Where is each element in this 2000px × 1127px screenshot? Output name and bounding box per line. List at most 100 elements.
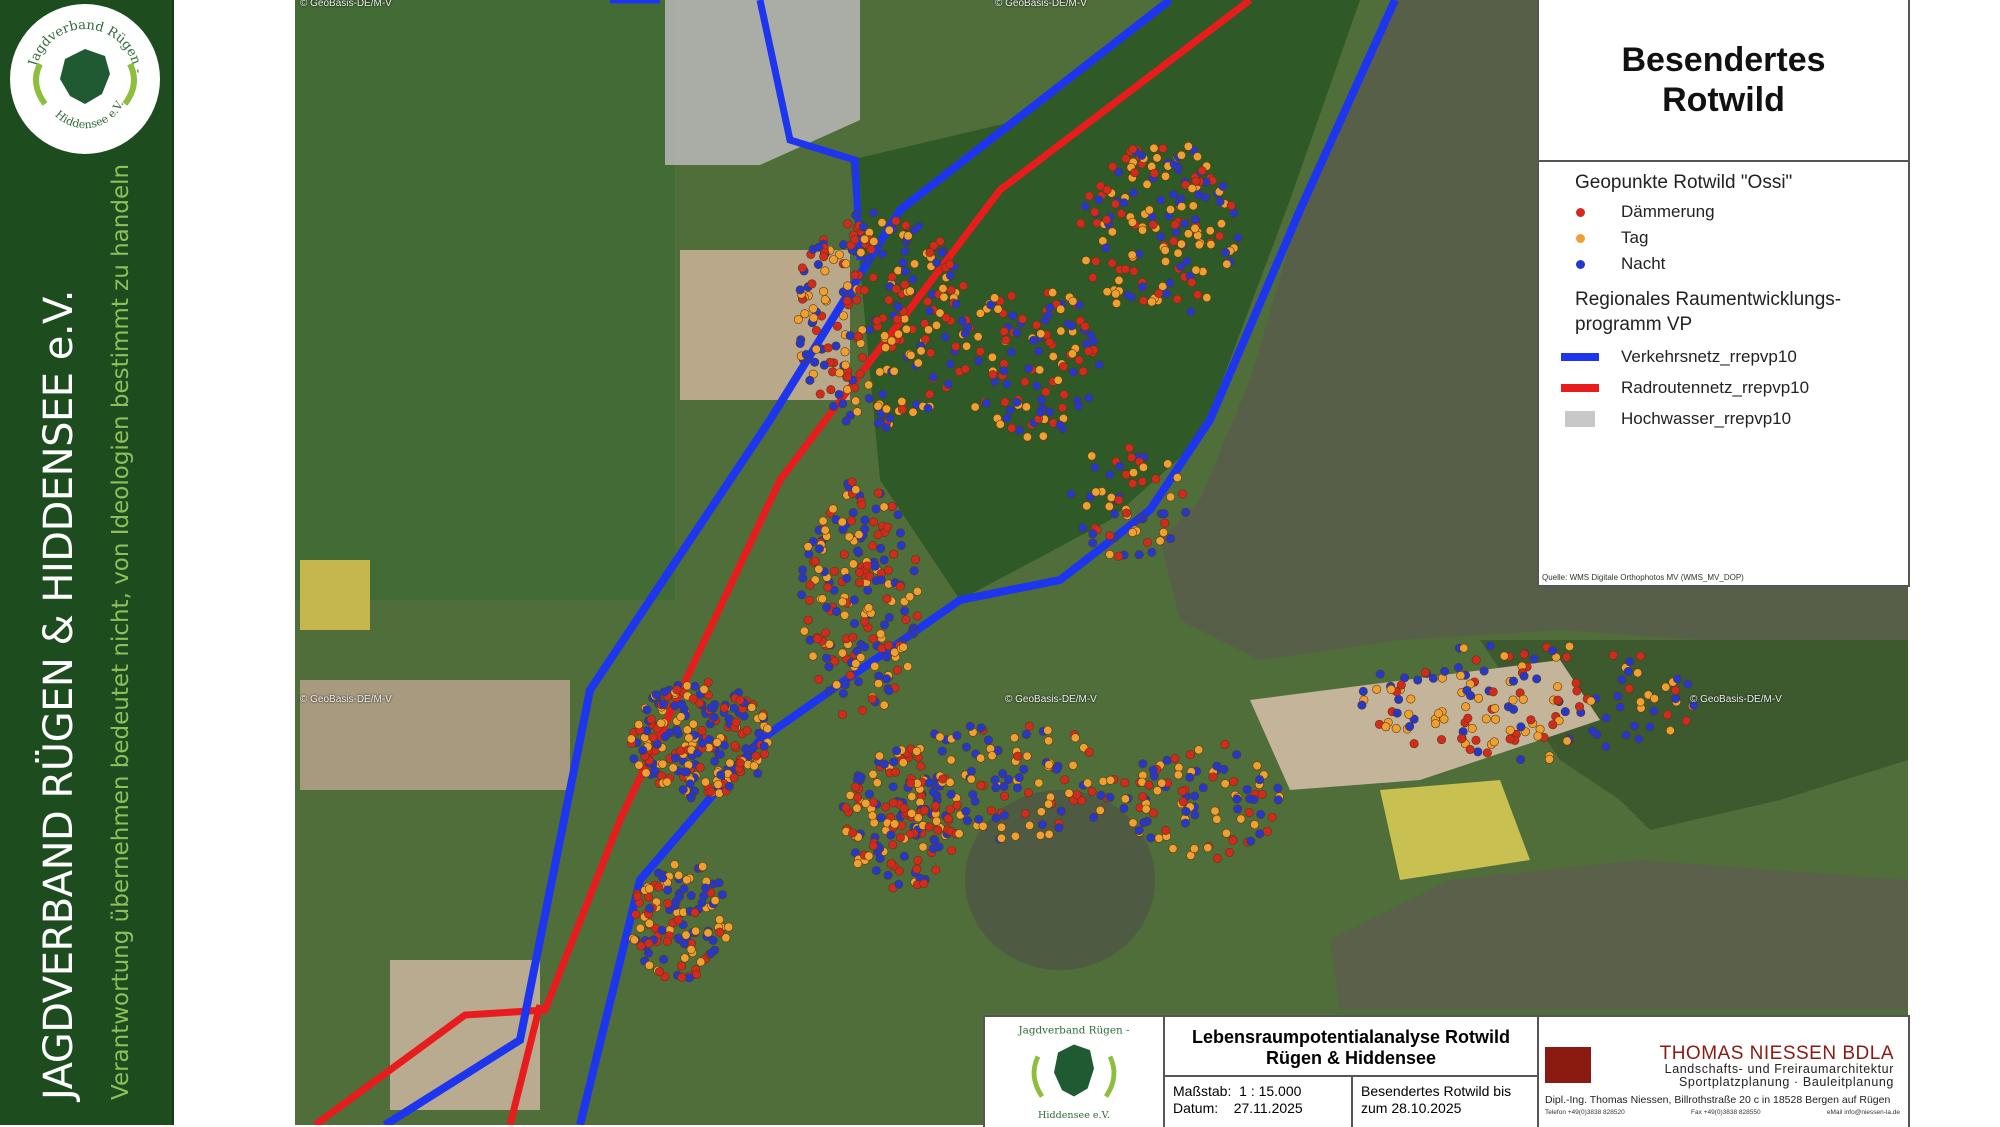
point-daemmerung	[1267, 812, 1277, 822]
point-nacht	[898, 257, 908, 267]
point-daemmerung	[1032, 320, 1042, 330]
point-daemmerung	[892, 314, 902, 324]
point-nacht	[1392, 708, 1402, 718]
point-nacht	[1601, 742, 1611, 752]
point-nacht	[1168, 190, 1178, 200]
point-daemmerung	[1191, 176, 1201, 186]
point-nacht	[863, 585, 873, 595]
point-nacht	[690, 681, 700, 691]
point-daemmerung	[1161, 825, 1171, 835]
point-daemmerung	[1137, 477, 1147, 487]
point-tag	[1194, 240, 1204, 250]
point-daemmerung	[1571, 678, 1581, 688]
point-daemmerung	[1575, 702, 1585, 712]
point-nacht	[1006, 347, 1016, 357]
point-tag	[913, 813, 923, 823]
point-nacht	[685, 779, 695, 789]
point-daemmerung	[926, 348, 936, 358]
hochwasser-area	[665, 0, 860, 165]
point-nacht	[673, 933, 683, 943]
map-field	[1380, 780, 1530, 880]
point-tag	[907, 792, 917, 802]
point-nacht	[848, 508, 858, 518]
point-daemmerung	[883, 565, 893, 575]
point-tag	[879, 502, 889, 512]
point-nacht	[999, 366, 1009, 376]
point-tag	[1391, 724, 1401, 734]
point-daemmerung	[1107, 258, 1117, 268]
title-block: Jagdverband Rügen - Hiddensee e.V. Leben…	[983, 1015, 1910, 1127]
point-daemmerung	[832, 321, 842, 331]
point-daemmerung	[1553, 695, 1563, 705]
point-tag	[908, 407, 918, 417]
point-tag	[1053, 375, 1063, 385]
point-nacht	[873, 418, 883, 428]
point-nacht	[974, 814, 984, 824]
point-tag	[881, 343, 891, 353]
point-tag	[662, 777, 672, 787]
point-daemmerung	[703, 677, 713, 687]
point-nacht	[952, 731, 962, 741]
point-tag	[820, 295, 830, 305]
point-tag	[905, 592, 915, 602]
point-nacht	[924, 778, 934, 788]
point-tag	[1212, 814, 1222, 824]
point-tag	[893, 329, 903, 339]
point-daemmerung	[911, 555, 921, 565]
point-daemmerung	[1122, 508, 1132, 518]
point-daemmerung	[826, 385, 836, 395]
point-nacht	[1119, 803, 1129, 813]
point-daemmerung	[900, 280, 910, 290]
point-nacht	[934, 842, 944, 852]
point-daemmerung	[759, 749, 769, 759]
point-tag	[1252, 761, 1262, 771]
point-daemmerung	[823, 582, 833, 592]
point-nacht	[842, 573, 852, 583]
point-daemmerung	[1078, 366, 1088, 376]
point-daemmerung	[1102, 185, 1112, 195]
point-nacht	[709, 712, 719, 722]
point-daemmerung	[1158, 144, 1168, 154]
point-daemmerung	[830, 656, 840, 666]
point-daemmerung	[819, 252, 829, 262]
point-daemmerung	[924, 822, 934, 832]
point-daemmerung	[848, 632, 858, 642]
point-nacht	[1096, 790, 1106, 800]
point-daemmerung	[913, 855, 923, 865]
point-nacht	[858, 222, 868, 232]
point-tag	[1127, 217, 1137, 227]
point-nacht	[1394, 694, 1404, 704]
point-daemmerung	[719, 703, 729, 713]
point-nacht	[1273, 783, 1283, 793]
point-tag	[837, 597, 847, 607]
point-tag	[670, 860, 680, 870]
point-tag	[872, 778, 882, 788]
point-tag	[758, 711, 768, 721]
point-nacht	[1509, 704, 1519, 714]
point-tag	[845, 790, 855, 800]
point-daemmerung	[1437, 735, 1447, 745]
map-field	[295, 0, 675, 600]
point-tag	[682, 681, 692, 691]
point-tag	[819, 286, 829, 296]
point-nacht	[1242, 785, 1252, 795]
point-tag	[820, 266, 830, 276]
point-nacht	[968, 790, 978, 800]
point-daemmerung	[1482, 748, 1492, 758]
point-tag	[703, 928, 713, 938]
point-nacht	[834, 389, 844, 399]
point-daemmerung	[1020, 377, 1030, 387]
point-daemmerung	[945, 805, 955, 815]
point-nacht	[724, 781, 734, 791]
point-tag	[1068, 760, 1078, 770]
point-daemmerung	[730, 741, 740, 751]
point-tag	[1183, 229, 1193, 239]
point-daemmerung	[1257, 789, 1267, 799]
point-daemmerung	[906, 778, 916, 788]
point-nacht	[888, 782, 898, 792]
point-tag	[1038, 431, 1048, 441]
point-daemmerung	[1045, 337, 1055, 347]
point-nacht	[909, 566, 919, 576]
point-tag	[852, 407, 862, 417]
point-nacht	[1139, 818, 1149, 828]
